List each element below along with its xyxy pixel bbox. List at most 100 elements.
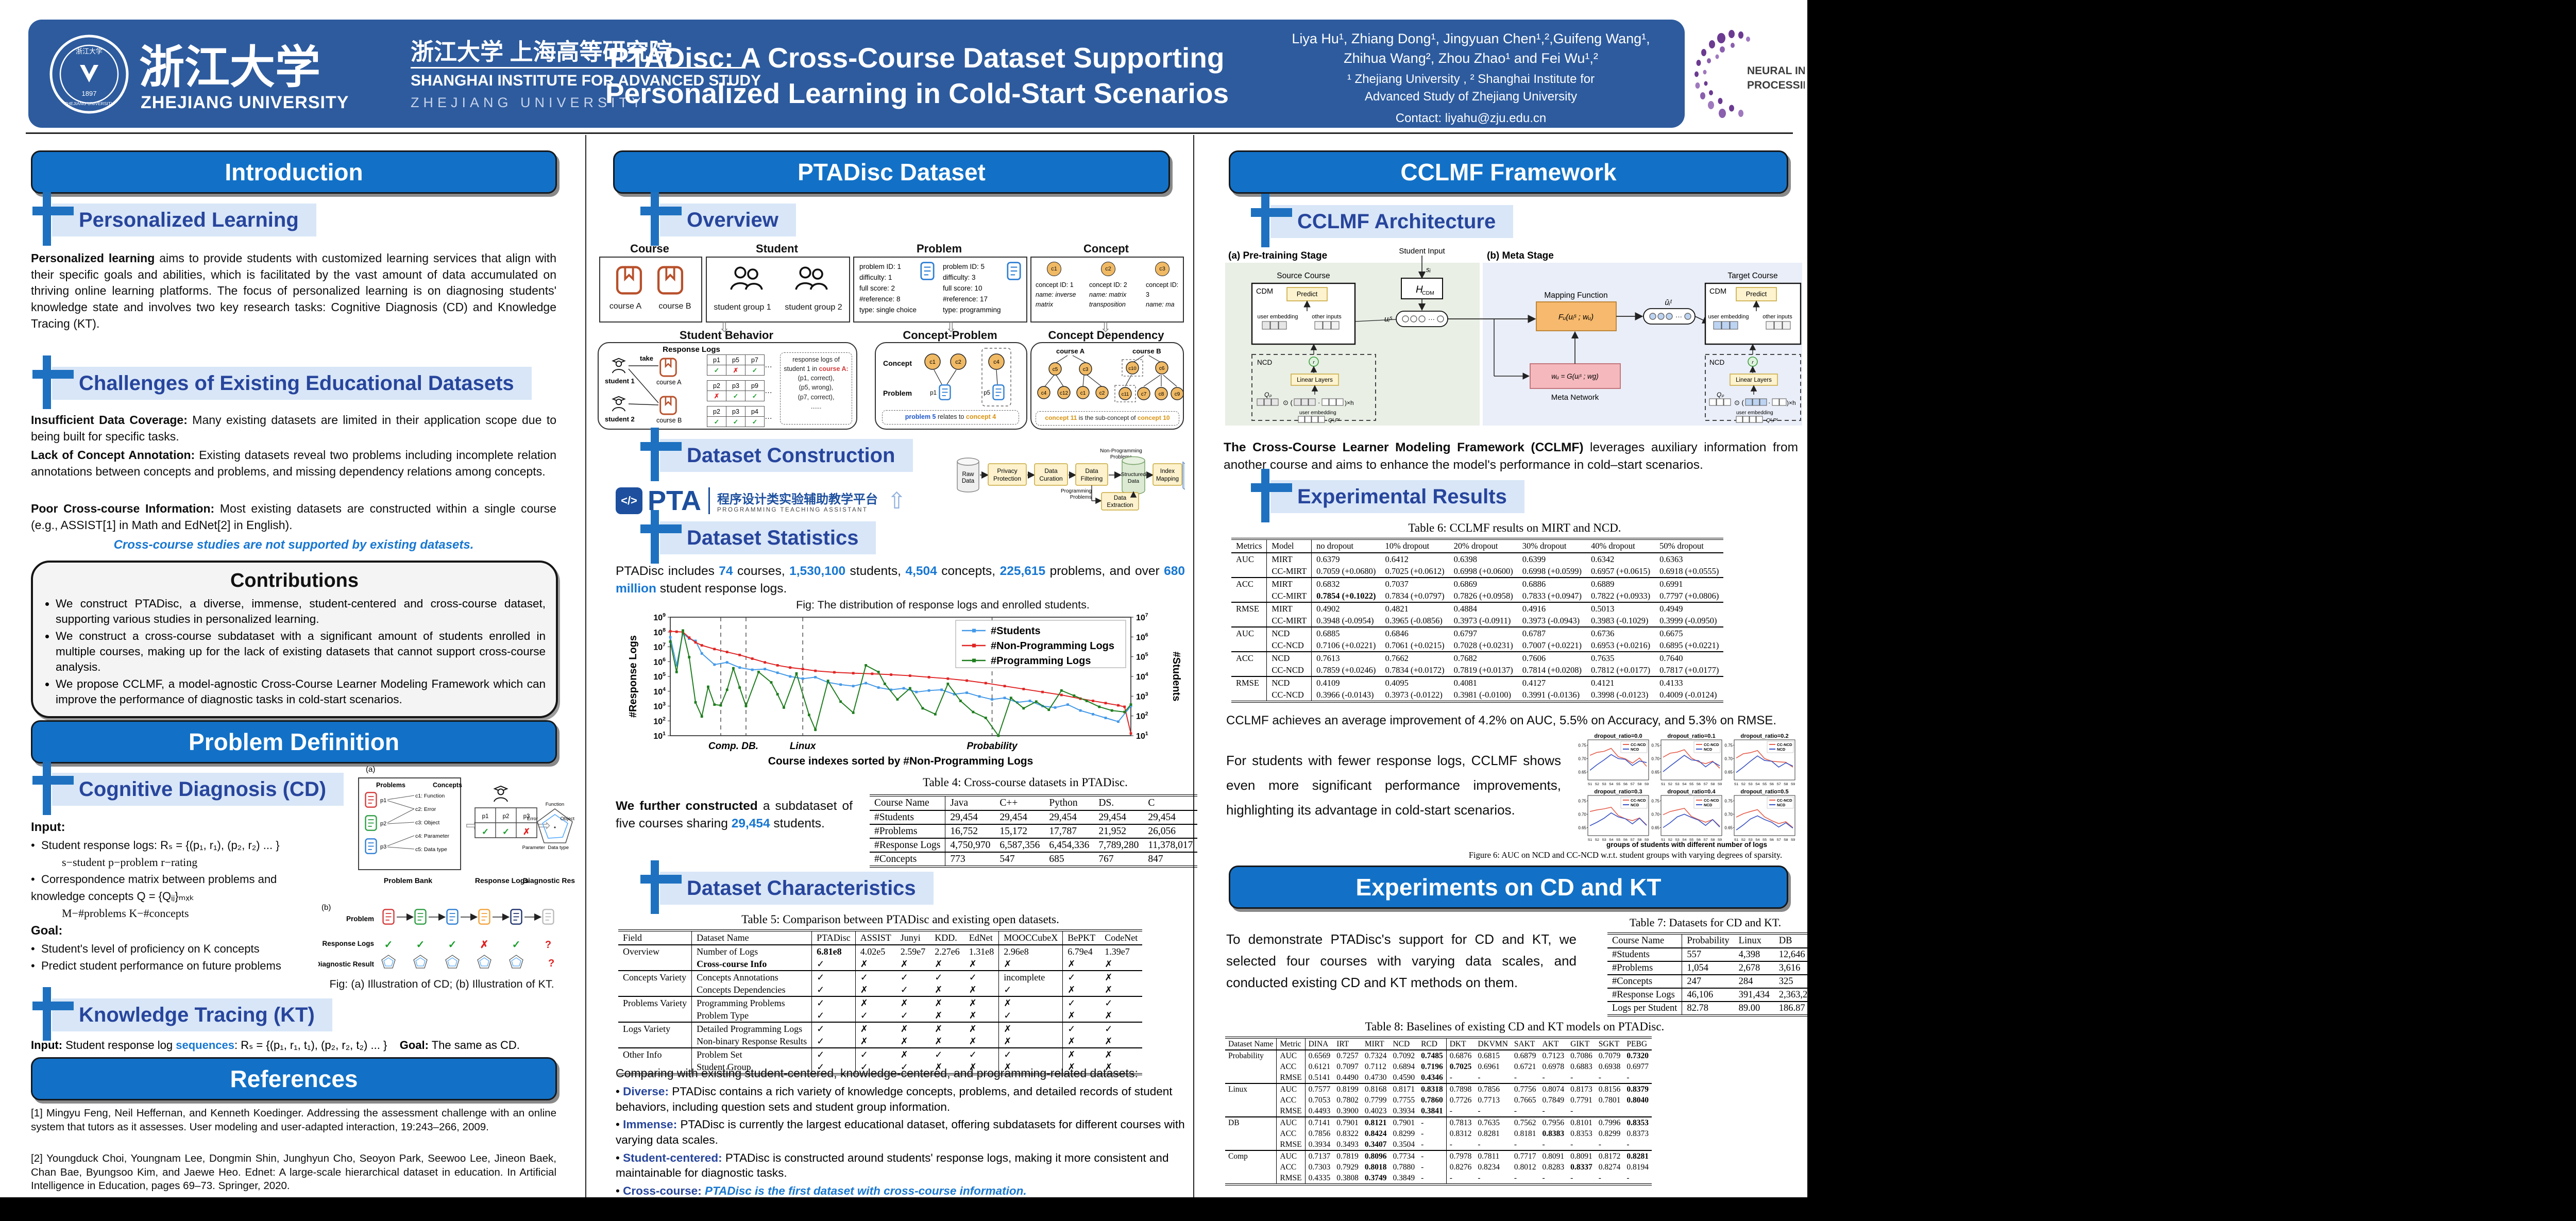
column-divider-2 [1193,135,1194,1197]
table-cell: AUC [1276,1116,1306,1128]
table-cell: Concepts Dependencies [691,983,812,996]
table-cell: 0.7929 [1336,1162,1359,1172]
table-row: Logs Variety Detailed Programming Logs ✓ ✗ ✗… [618,1022,1143,1035]
table-cell: - [1570,1073,1573,1082]
table-cell: ✗ [1062,1047,1100,1061]
table-cell: 0.7320 [1626,1051,1649,1060]
table-cell: ✗ [935,1010,943,1021]
svg-text:✗: ✗ [480,939,489,951]
svg-text:wᵤ = G(uᵢˢ ; wg): wᵤ = G(uᵢˢ ; wg) [1551,372,1598,380]
svg-text:Non-Programming: Non-Programming [1100,448,1142,454]
pta-cn: 程序设计类实验辅助教学平台 [717,492,878,506]
table-cell: 0.6379 [1311,553,1381,565]
svg-text:S1: S1 [1734,838,1739,842]
table-row: #Response Logs46,106391,4342,363,2066,50… [1607,988,1807,1002]
table-cell: 0.7257 [1336,1051,1359,1060]
table-header-row: Field Dataset Name PTADisc ASSIST Junyi KDD. E… [618,930,1143,945]
svg-text:S3: S3 [1748,783,1753,786]
concept-node: c1 [1047,262,1061,276]
table-cell: 0.7856 [1475,1083,1511,1095]
table-cell: Junyi [895,930,930,945]
table-cell: 0.7834 (+0.0797) [1385,590,1445,601]
problem-box: problem ID: 1 difficulty: 1 full score: 2 #… [853,257,1027,323]
table-cell: 0.6399 [1522,554,1546,564]
table-cell: 0.4081 [1449,676,1518,689]
svg-text:104: 104 [653,686,666,697]
svg-text:0.75: 0.75 [1651,743,1659,748]
svg-text:102: 102 [653,716,666,726]
svg-text:?: ? [548,958,554,969]
svg-text:103: 103 [653,701,666,711]
table-cell: 1.31e8 [969,946,994,957]
table-cell: - [1542,1140,1545,1149]
table-cell: - [1542,1073,1545,1082]
table-cell: ✓ [811,1022,856,1035]
svg-text:101: 101 [1136,731,1148,741]
svg-text:Qᵗ,Pᵗ: Qᵗ,Pᵗ [1766,417,1778,423]
table-cell: 0.6832 [1311,577,1381,590]
table-cell: - [1542,1173,1545,1182]
course-b-label: course B [658,302,691,311]
table-cell: Linux [1225,1083,1277,1095]
subsection-dataset-statistics: Dataset Statistics [640,510,876,564]
svg-text:S2: S2 [1668,838,1673,842]
subsection-dataset-construction: Dataset Construction [640,428,913,481]
svg-text:ûᵢᵗ: ûᵢᵗ [1665,298,1672,307]
table-cell: 0.6885 [1311,626,1381,639]
table-cell: Problem Type [691,1009,812,1022]
table-cell: ✗ [998,1061,1063,1074]
svg-text:S2: S2 [1741,783,1746,786]
ellipsis: … [765,361,772,369]
table-row: ACC 0.7053 0.7802 0.7799 0.7755 0.7860 0.7726 0… [1225,1095,1652,1106]
table-cell: - [1626,1173,1630,1182]
table-cell: ✗ [1062,1035,1100,1048]
table-cell: 0.7822 (+0.0933) [1590,590,1651,601]
table-cell: IRT [1333,1038,1362,1050]
header-band: 浙江大学 1897 ZHEJIANG UNIVERSITY 浙江大学 ZHEJI… [28,20,1685,128]
svg-text:S4: S4 [1609,783,1614,786]
svg-text:H: H [1416,284,1423,295]
table-cell: ACC [1231,577,1267,590]
svg-text:groups of students with differ: groups of students with different number… [1606,841,1767,849]
table-cell: 0.7756 [1511,1083,1539,1095]
table-cell: RMSE [1276,1072,1306,1083]
svg-text:Extraction: Extraction [1107,502,1133,508]
concept-1-desc: concept ID: 1 name: inverse matrix [1036,281,1076,308]
table-cell: 0.4023 [1364,1106,1387,1115]
table-cell: MIRT [1266,553,1312,565]
table6-title: Table 6: CCLMF results on MIRT and NCD. [1408,521,1621,534]
table-cell: - [1542,1106,1545,1115]
table7-title: Table 7: Datasets for CD and KT. [1629,916,1782,929]
table-cell: 0.7834 (+0.0172) [1385,665,1445,675]
svg-text:S9: S9 [1645,838,1649,842]
svg-text:(b) Meta Stage: (b) Meta Stage [1487,250,1554,261]
table-cell: 29,454 [1049,811,1077,823]
table-row: Concepts Variety Concepts Annotations ✓ ✓ ✓ ✓… [618,970,1143,983]
improvement-summary: CCLMF achieves an average improvement of… [1226,714,1777,727]
ellipsis: … [765,386,772,395]
table-cell: ✗ [900,958,908,969]
table-row: RMSE MIRT 0.4902 0.4821 0.4884 0.4916 0.5013 0.… [1231,602,1724,615]
table-cell: 0.3965 (-0.0856) [1385,615,1443,625]
table-cell: ✓ [998,983,1063,996]
svg-text:Filtering: Filtering [1081,475,1103,482]
table-cell: ✓ [1062,1022,1100,1035]
table-row: CC-NCD 0.7859 (+0.0246) 0.7834 (+0.0172) 0.… [1231,664,1723,676]
table-cell: 247 [1682,974,1734,988]
table-cell: 6,587,356 [995,838,1045,852]
table-cell: Python [1044,795,1094,811]
correlation-figure: Concept Problem c1 c2 c4 p1 p5 [883,348,1011,406]
table-cell: 0.7053 [1304,1095,1334,1106]
table-cell: 0.6736 [1586,626,1655,639]
bullet-cross-course: • Cross-course: PTADisc is the first dat… [616,1184,1027,1197]
svg-text:S7: S7 [1776,783,1781,786]
table-cell: 0.7635 [1586,651,1655,664]
table-cell: 0.3934 [1304,1139,1334,1150]
table-cell [1225,1095,1277,1106]
section-introduction: Introduction [31,150,557,194]
table-cell: - [1446,1106,1475,1117]
table-cell: - [1446,1173,1475,1184]
table-cell: ✓ [930,970,964,983]
table-cell: 0.8353 [1623,1116,1652,1128]
svg-text:c6: c6 [1159,366,1165,371]
